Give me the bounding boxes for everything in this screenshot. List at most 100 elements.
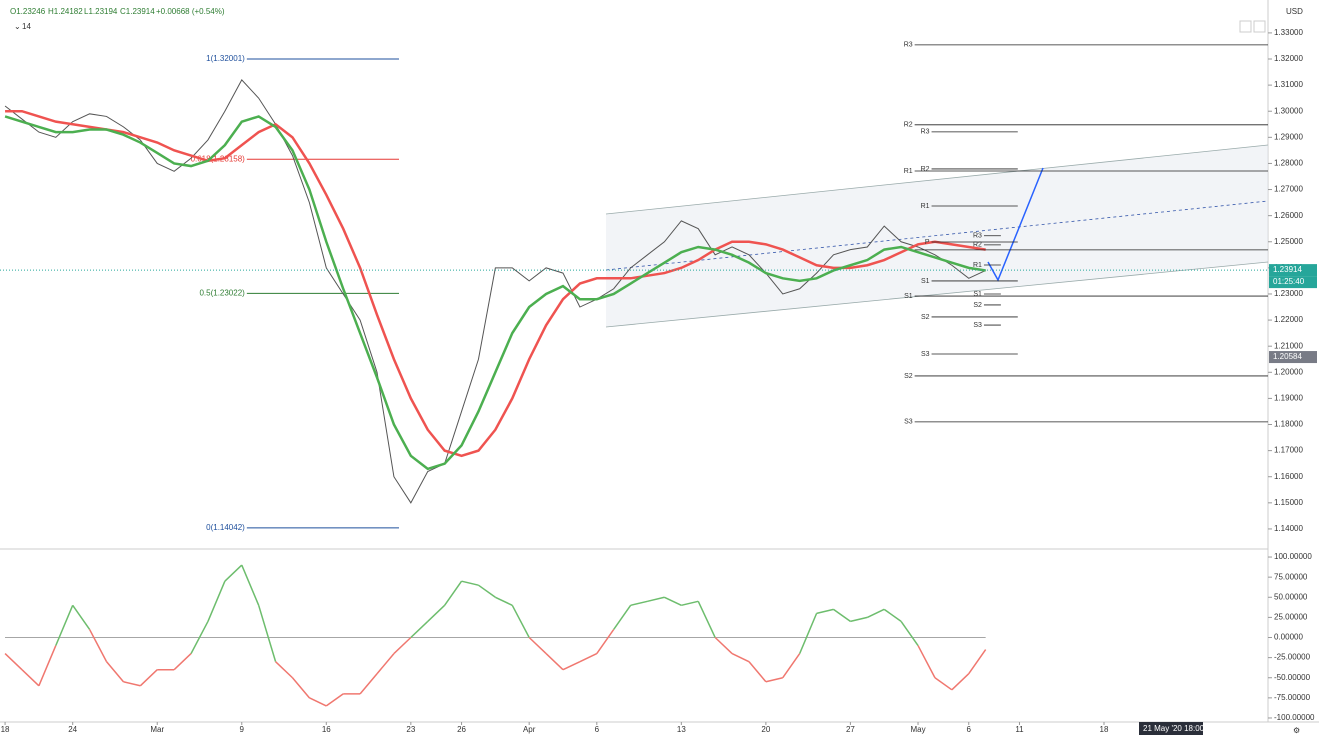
pivot-label: R3	[904, 42, 913, 49]
y-tick-label: 1.16000	[1274, 472, 1303, 481]
oscillator-segment	[410, 620, 429, 639]
settings[interactable]: ⚙	[1293, 726, 1300, 735]
x-tick-label: 13	[677, 725, 686, 734]
timer-tag	[1269, 276, 1317, 289]
oscillator-segment	[325, 693, 344, 707]
pivot-label: P	[925, 239, 930, 246]
oscillator-segment	[883, 608, 902, 623]
channel-lower	[605, 261, 1269, 328]
crosshair-time: 21 May '20 18:00	[1143, 724, 1205, 733]
oscillator-segment	[190, 621, 209, 654]
y-tick-label: 1.20000	[1274, 367, 1303, 376]
oscillator-segment	[816, 608, 834, 615]
oscillator-segment	[562, 660, 581, 671]
x-tick-label: 24	[68, 725, 77, 734]
y-tick-label: 25.00000	[1274, 612, 1308, 621]
projection	[987, 167, 1044, 282]
price-tag	[1269, 264, 1317, 277]
x-tick-label: 20	[761, 725, 770, 734]
y-tick-label: 1.29000	[1274, 132, 1303, 141]
x-tick-label: 18	[1100, 725, 1109, 734]
pivot-label: R1	[904, 168, 913, 175]
y-tick-label: 1.14000	[1274, 524, 1303, 533]
oscillator-segment	[444, 580, 463, 606]
channel-mid	[605, 200, 1269, 271]
y-tick-label: 1.19000	[1274, 394, 1303, 403]
y-tick-label: 100.00000	[1274, 552, 1312, 561]
oscillator-segment	[224, 564, 243, 582]
oscillator-segment	[613, 604, 632, 630]
oscillator-segment	[241, 564, 260, 606]
close: C1.23914	[120, 7, 155, 16]
y-tick-label: 1.32000	[1274, 54, 1303, 63]
y-tick-label: 1.22000	[1274, 315, 1303, 324]
pivot-label: S1	[921, 278, 930, 285]
interval[interactable]: 14	[22, 22, 31, 31]
pivot-label: R1	[921, 203, 930, 210]
y-tick-label: 75.00000	[1274, 572, 1308, 581]
oscillator-segment	[139, 669, 158, 687]
moving-average	[4, 115, 986, 471]
x-tick-label: 18	[1, 725, 10, 734]
oscillator-segment	[951, 673, 970, 691]
oscillator-segment	[427, 604, 446, 622]
oscillator-segment	[664, 596, 682, 606]
pivot-label: R2	[921, 166, 930, 173]
y-tick-label: 1.28000	[1274, 159, 1303, 168]
x-tick-label: 27	[846, 725, 855, 734]
pivot-label: R3	[973, 233, 982, 240]
x-tick-label: 11	[1015, 725, 1024, 734]
y-tick-label: 1.18000	[1274, 420, 1303, 429]
y-tick-label: 1.23000	[1274, 289, 1303, 298]
scroll-button[interactable]	[1239, 20, 1252, 33]
oscillator-segment	[376, 653, 395, 675]
layout-button[interactable]	[1253, 20, 1266, 33]
pivot-label: R1	[973, 262, 982, 269]
oscillator-segment	[511, 604, 530, 638]
high: H1.24182	[48, 7, 83, 16]
price-tag-label: 1.20584	[1273, 352, 1302, 361]
channel	[606, 145, 1268, 327]
y-tick-label: 1.26000	[1274, 211, 1303, 220]
y-tick-label: -75.00000	[1274, 693, 1311, 702]
oscillator-segment	[4, 653, 23, 671]
oscillator-segment	[647, 596, 665, 603]
y-tick-label: 1.33000	[1274, 28, 1303, 37]
y-tick-label: 1.15000	[1274, 498, 1303, 507]
oscillator-segment	[714, 636, 733, 655]
oscillator-segment	[850, 616, 868, 623]
oscillator-segment	[38, 645, 57, 687]
oscillator-segment	[748, 661, 767, 683]
x-tick-label: 6	[595, 725, 600, 734]
oscillator-segment	[275, 661, 294, 679]
oscillator-segment	[731, 652, 750, 663]
x-tick-label: 9	[240, 725, 245, 734]
fib-label: 0(1.14042)	[206, 523, 245, 532]
oscillator-segment	[934, 677, 953, 691]
oscillator-segment	[393, 636, 412, 655]
y-tick-label: -25.00000	[1274, 653, 1311, 662]
oscillator-segment	[309, 697, 327, 707]
oscillator-segment	[968, 649, 987, 675]
pivot-label: S2	[973, 302, 982, 309]
chevron[interactable]: ⌄	[14, 22, 21, 31]
oscillator-segment	[257, 605, 277, 662]
oscillator-segment	[579, 652, 598, 663]
crosshair-time-box	[1139, 722, 1203, 735]
oscillator-segment	[697, 600, 716, 638]
oscillator-segment	[88, 629, 108, 662]
oscillator-segment	[291, 677, 310, 699]
pivot-label: S1	[973, 291, 982, 298]
oscillator-segment	[917, 645, 936, 679]
oscillator-segment	[72, 604, 91, 630]
oscillator-segment	[596, 629, 615, 655]
oscillator-segment	[765, 677, 783, 683]
oscillator-segment	[495, 596, 513, 606]
oscillator-segment	[681, 600, 699, 607]
oscillator-segment	[900, 620, 919, 646]
y-tick-label: -100.00000	[1274, 713, 1315, 722]
y-tick-label: 1.21000	[1274, 341, 1303, 350]
oscillator-segment	[866, 608, 885, 619]
currency: USD	[1286, 7, 1303, 16]
